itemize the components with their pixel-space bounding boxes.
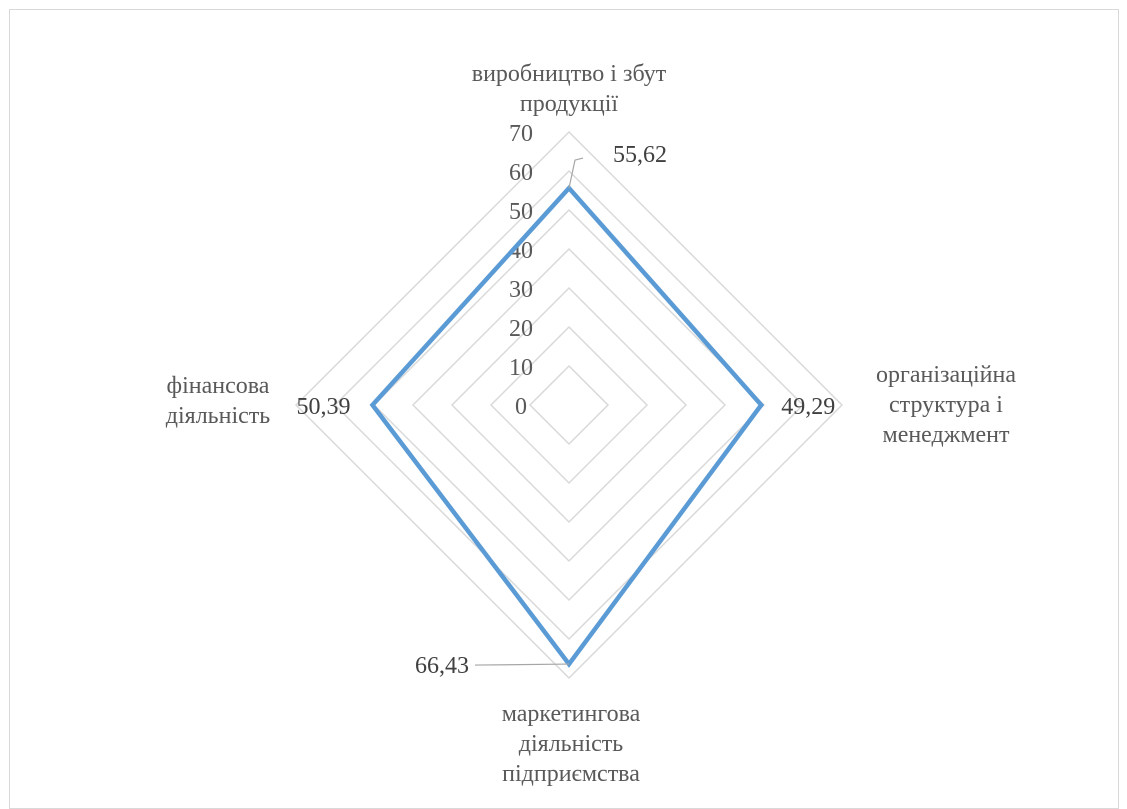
data-label: 50,39	[296, 394, 350, 420]
data-labels: 55,62 49,29 66,43 50,39	[296, 142, 835, 679]
chart-area	[9, 9, 1119, 809]
tick-label: 20	[509, 316, 533, 342]
category-label: фінансова діяльність	[166, 373, 270, 429]
data-label: 66,43	[415, 653, 469, 679]
data-label: 49,29	[781, 394, 835, 420]
data-label: 55,62	[613, 142, 667, 168]
gridline-ring-70	[294, 130, 844, 680]
gridline-ring-20	[489, 325, 649, 485]
leader-line	[568, 157, 584, 189]
gridline-ring-30	[450, 286, 688, 524]
category-label: виробництво і збут продукції	[472, 61, 667, 117]
gridline-ring-60	[333, 169, 805, 641]
tick-label: 70	[509, 121, 533, 147]
category-labels: виробництво і збут продукції організаційна…	[166, 61, 1017, 787]
tick-label: 10	[509, 355, 533, 381]
tick-label: 0	[515, 394, 527, 420]
category-label: організаційна структура і менеджмент	[876, 362, 1016, 448]
gridlines	[294, 130, 844, 680]
tick-label: 60	[509, 160, 533, 186]
tick-label: 50	[509, 199, 533, 225]
leader-line	[474, 663, 570, 666]
gridline-ring-10	[528, 364, 610, 446]
gridline-ring-40	[411, 247, 727, 563]
tick-label: 30	[509, 277, 533, 303]
gridline-ring-50	[372, 208, 766, 602]
category-label: маркетингова діяльність підприємства	[502, 701, 641, 787]
leader-lines	[474, 157, 584, 666]
